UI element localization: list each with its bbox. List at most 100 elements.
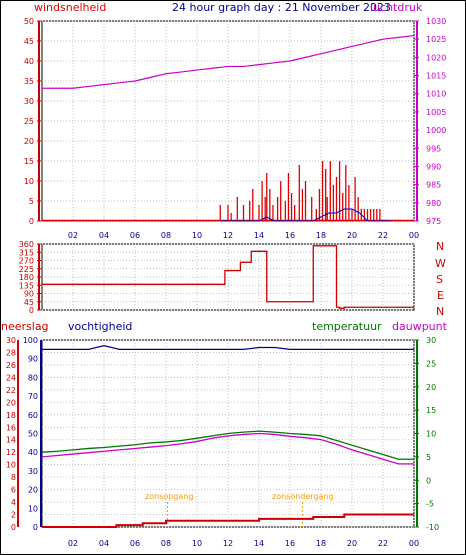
- x-tick-label: 20: [347, 539, 357, 548]
- wind-tick-label: 25: [24, 117, 34, 126]
- series-dauwpunt: [41, 432, 414, 465]
- wind-tick-label: 15: [24, 157, 34, 166]
- temperature-tick-label: 5: [426, 453, 431, 462]
- wind-tick-label: 30: [24, 97, 34, 106]
- rain-tick-label: 26: [6, 361, 16, 370]
- temperature-axis-label: temperatuur: [312, 320, 382, 333]
- x-tick-label: 02: [68, 539, 78, 548]
- x-tick-label: 12: [223, 231, 233, 240]
- direction-tick-label: 360: [19, 240, 34, 249]
- pressure-tick-label: 995: [426, 144, 441, 153]
- temperature-tick-label: 0: [426, 476, 431, 485]
- rain-tick-label: 20: [6, 398, 16, 407]
- x-tick-label: 10: [192, 539, 202, 548]
- temperature-tick-label: 10: [426, 430, 436, 439]
- wind-tick-label: 50: [24, 17, 34, 26]
- direction-label-w: W: [435, 257, 446, 270]
- humidity-tick-label: 0: [33, 523, 38, 532]
- rain-tick-label: 30: [6, 336, 16, 345]
- sunset-label: zonsondergang: [272, 492, 334, 501]
- rain-tick-label: 22: [6, 386, 16, 395]
- series-gemiddelde-wind: [220, 208, 391, 222]
- x-tick-label: 02: [68, 231, 78, 240]
- rain-tick-label: 10: [6, 461, 16, 470]
- x-tick-label: 04: [99, 539, 109, 548]
- direction-label-e: E: [437, 289, 444, 302]
- x-tick-label: 08: [161, 539, 171, 548]
- direction-tick-label: 225: [19, 265, 34, 274]
- direction-tick-label: 45: [24, 298, 34, 307]
- direction-tick-label: 180: [19, 273, 34, 282]
- pressure-tick-label: 1000: [426, 126, 446, 135]
- x-tick-label: 08: [161, 231, 171, 240]
- x-tick-label: 00: [409, 539, 419, 548]
- pressure-tick-label: 1010: [426, 90, 446, 99]
- wind-tick-label: 5: [29, 197, 34, 206]
- x-tick-label: 10: [192, 231, 202, 240]
- x-tick-label: 04: [99, 231, 109, 240]
- pressure-tick-label: 990: [426, 162, 441, 171]
- wind-tick-label: 10: [24, 177, 34, 186]
- pressure-tick-label: 985: [426, 181, 441, 190]
- rain-tick-label: 0: [11, 523, 16, 532]
- humidity-temperature-panel: 02 04 06 08 10 12 14 16 18 20 22 000246810121416182…: [6, 336, 439, 548]
- humidity-tick-label: 100: [23, 336, 38, 345]
- direction-label-n-bottom: N: [436, 305, 444, 318]
- temperature-tick-label: 25: [426, 359, 436, 368]
- x-tick-label: 14: [254, 231, 264, 240]
- rain-tick-label: 8: [11, 473, 16, 482]
- temperature-tick-label: -10: [426, 523, 439, 532]
- rain-tick-label: 14: [6, 436, 16, 445]
- series-luchtdruk: [42, 34, 415, 89]
- series-vochtigheid: [42, 344, 414, 350]
- pressure-tick-label: 1030: [426, 17, 446, 26]
- rain-tick-label: 28: [6, 348, 16, 357]
- series-windrichting: [42, 245, 414, 309]
- x-tick-label: 20: [347, 231, 357, 240]
- wind-pressure-panel: 02 04 06 08 10 12 14 16 18 20 22 000510152025303540…: [24, 17, 447, 240]
- wind-tick-label: 40: [24, 57, 34, 66]
- pressure-tick-label: 1005: [426, 108, 446, 117]
- direction-tick-label: 315: [19, 248, 34, 257]
- humidity-tick-label: 70: [28, 392, 38, 401]
- series-neerslag: [42, 513, 414, 528]
- pressure-tick-label: 1015: [426, 72, 446, 81]
- direction-tick-label: 0: [29, 306, 34, 315]
- temperature-tick-label: 30: [426, 336, 436, 345]
- temperature-tick-label: 20: [426, 383, 436, 392]
- rain-tick-label: 4: [11, 498, 16, 507]
- x-tick-label: 12: [223, 539, 233, 548]
- rain-tick-label: 2: [11, 511, 16, 520]
- pressure-tick-label: 975: [426, 217, 441, 226]
- humidity-tick-label: 40: [28, 448, 38, 457]
- x-tick-label: 18: [316, 231, 326, 240]
- humidity-tick-label: 90: [28, 355, 38, 364]
- wind-tick-label: 35: [24, 77, 34, 86]
- rain-axis-label: neerslag: [1, 320, 49, 333]
- direction-tick-label: 90: [24, 290, 34, 299]
- dewpoint-axis-label: dauwpunt: [392, 320, 448, 333]
- x-tick-label: 06: [130, 231, 140, 240]
- humidity-tick-label: 30: [28, 467, 38, 476]
- temperature-tick-label: 15: [426, 406, 436, 415]
- pressure-axis-label: luchtdruk: [370, 1, 423, 14]
- x-tick-label: 18: [316, 539, 326, 548]
- direction-label-n-top: N: [436, 240, 444, 253]
- x-tick-label: 22: [378, 539, 388, 548]
- pressure-tick-label: 1020: [426, 53, 446, 62]
- x-tick-label: 14: [254, 539, 264, 548]
- x-tick-label: 16: [285, 231, 295, 240]
- x-tick-label: 16: [285, 539, 295, 548]
- x-tick-label: 00: [409, 231, 419, 240]
- rain-tick-label: 6: [11, 486, 16, 495]
- x-tick-label: 06: [130, 539, 140, 548]
- chart-title: 24 hour graph day : 21 November 2023: [172, 1, 391, 14]
- temperature-tick-label: -5: [426, 500, 434, 509]
- rain-tick-label: 16: [6, 423, 16, 432]
- rain-tick-label: 12: [6, 448, 16, 457]
- pressure-tick-label: 980: [426, 199, 441, 208]
- pressure-tick-label: 1025: [426, 35, 446, 44]
- rain-tick-label: 18: [6, 411, 16, 420]
- humidity-tick-label: 50: [28, 430, 38, 439]
